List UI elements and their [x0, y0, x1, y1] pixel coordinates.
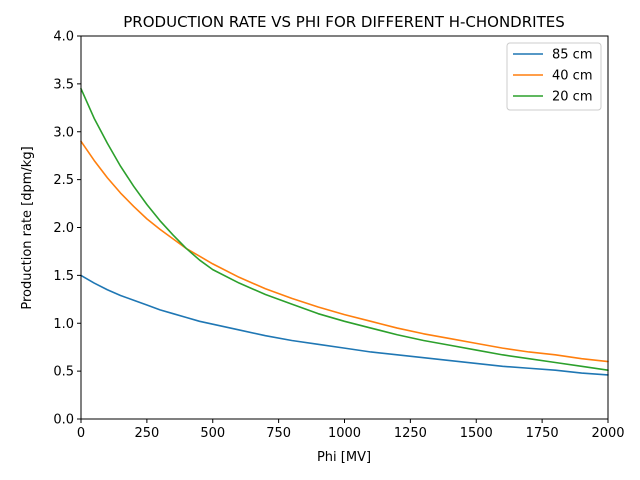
x-tick-label: 250: [134, 426, 159, 441]
y-axis: 0.0 0.5 1.0 1.5 2.0 2.5 3.0 3.5 4.0: [53, 30, 81, 428]
y-axis-label: Production rate [dpm/kg]: [20, 146, 35, 309]
x-tick-label: 500: [200, 426, 225, 441]
legend-label-40-cm: 40 cm: [552, 69, 593, 84]
y-tick-label: 1.0: [53, 317, 74, 332]
x-axis: 0 250 500 750 1000 1250 1500 1750 2000: [77, 419, 625, 441]
y-tick-label: 3.0: [53, 125, 74, 140]
x-tick-label: 750: [266, 426, 291, 441]
x-tick-label: 1000: [328, 426, 361, 441]
x-tick-label: 1250: [394, 426, 427, 441]
series-line-20-cm: [80, 87, 609, 371]
legend-box: [506, 42, 602, 111]
x-tick-label: 1750: [526, 426, 559, 441]
x-tick-label: 2000: [591, 426, 624, 441]
series-line-85-cm: [80, 274, 609, 376]
y-tick-label: 4.0: [53, 30, 74, 45]
y-tick-label: 0.0: [53, 413, 74, 428]
x-axis-label: Phi [MV]: [317, 450, 371, 465]
chart-title: PRODUCTION RATE VS PHI FOR DIFFERENT H-C…: [123, 13, 564, 31]
y-tick-label: 0.5: [53, 365, 74, 380]
plot-area: [80, 87, 609, 376]
legend: 85 cm 40 cm 20 cm: [506, 42, 602, 111]
y-tick-label: 3.5: [53, 77, 74, 92]
legend-label-20-cm: 20 cm: [552, 90, 593, 105]
y-tick-label: 2.0: [53, 221, 74, 236]
legend-label-85-cm: 85 cm: [552, 48, 593, 63]
y-tick-label: 2.5: [53, 173, 74, 188]
x-tick-label: 1500: [460, 426, 493, 441]
y-tick-label: 1.5: [53, 269, 74, 284]
x-tick-label: 0: [77, 426, 85, 441]
series-line-40-cm: [80, 140, 609, 363]
